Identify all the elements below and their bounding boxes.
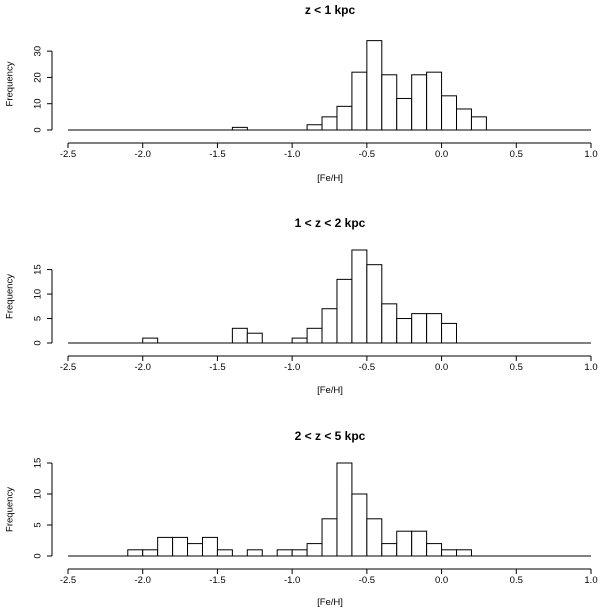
- y-axis-label: Frequency: [5, 61, 16, 106]
- histogram-bar: [366, 518, 383, 557]
- histogram-bar: [411, 313, 428, 344]
- histogram-bar: [291, 337, 308, 344]
- y-tick-label: 0: [33, 340, 44, 345]
- x-tick-label: -1.5: [209, 149, 225, 160]
- y-tick-label: 0: [33, 553, 44, 558]
- x-tick-label: 0.0: [435, 149, 448, 160]
- histogram-bar: [381, 543, 398, 557]
- x-tick-label: 0.5: [510, 149, 523, 160]
- x-tick-label: 0.0: [435, 575, 448, 586]
- x-tick-label: -2.0: [135, 575, 151, 586]
- x-tick-label: 0.5: [510, 575, 523, 586]
- histogram-bar: [246, 549, 263, 557]
- x-tick-label: 0.0: [435, 362, 448, 373]
- histogram-bar: [336, 105, 353, 131]
- x-tick-label: -1.0: [284, 575, 300, 586]
- histogram-bar: [381, 303, 398, 344]
- y-tick-label: 10: [33, 98, 44, 109]
- histogram-bar: [351, 71, 368, 131]
- x-tick-label: -0.5: [359, 362, 375, 373]
- histogram-bar: [276, 549, 293, 557]
- histogram-bar: [351, 249, 368, 344]
- histogram-bar: [291, 549, 308, 557]
- histogram-bar: [470, 116, 487, 131]
- y-tick-label: 30: [33, 46, 44, 57]
- y-tick-label: 20: [33, 72, 44, 83]
- histogram-bar: [336, 462, 353, 557]
- histogram-bar: [441, 95, 458, 131]
- histogram-bar: [426, 313, 443, 344]
- x-tick-label: -0.5: [359, 149, 375, 160]
- histogram-bar: [231, 327, 248, 344]
- panel-title: z < 1 kpc: [305, 3, 356, 17]
- x-tick-label: -2.5: [60, 362, 76, 373]
- histogram-bar: [336, 278, 353, 344]
- histogram-bar: [187, 543, 203, 557]
- x-tick-label: -1.5: [209, 362, 225, 373]
- x-tick-label: -0.5: [359, 575, 375, 586]
- histogram-bar: [366, 40, 383, 131]
- histogram-panel-2: 1 < z < 2 kpc -2.5 -2.0 -1.5 -1.0 -0.5 0.0 0.5 1…: [5, 216, 598, 396]
- histogram-bar: [351, 493, 368, 557]
- panel-title: 2 < z < 5 kpc: [295, 429, 366, 443]
- histogram-panel-3: 2 < z < 5 kpc -2.5 -2.0 -1.5 -1.0 -0.5 0.0 0.5 1…: [5, 429, 598, 608]
- x-tick-label: 1.0: [584, 149, 597, 160]
- y-tick-label: 0: [33, 127, 44, 132]
- x-tick-label: 0.5: [510, 362, 523, 373]
- histogram-bar: [426, 71, 443, 131]
- x-tick-label: -2.0: [135, 362, 151, 373]
- histogram-bar: [411, 530, 428, 557]
- histogram-bar: [321, 116, 338, 131]
- histogram-bar: [306, 124, 323, 131]
- histogram-bar: [396, 530, 413, 557]
- histogram-bar: [127, 549, 144, 557]
- y-tick-label: 15: [33, 264, 44, 275]
- x-tick-label: 1.0: [584, 362, 597, 373]
- histogram-bar: [306, 327, 323, 344]
- histogram-panel-1: z < 1 kpc -2.5 -2.0 -1.5 -1.0 -0.5 0.0 0.5 1.0 0 1…: [5, 3, 598, 184]
- histogram-bar: [366, 264, 383, 344]
- x-tick-label: -2.5: [60, 149, 76, 160]
- histogram-bar: [441, 322, 458, 344]
- y-axis-label: Frequency: [5, 274, 16, 319]
- histogram-bar: [456, 108, 472, 131]
- x-axis-label: [Fe/H]: [317, 173, 343, 184]
- x-tick-label: -2.0: [135, 149, 151, 160]
- y-axis-label: Frequency: [5, 487, 16, 532]
- histogram-bar: [216, 549, 233, 557]
- x-axis-label: [Fe/H]: [317, 385, 343, 396]
- histogram-bar: [172, 536, 189, 557]
- histogram-bar: [396, 97, 413, 131]
- histogram-bar: [142, 337, 159, 344]
- histogram-bar: [426, 543, 443, 557]
- x-axis-label: [Fe/H]: [317, 597, 343, 608]
- histogram-bar: [381, 74, 398, 131]
- x-tick-label: -2.5: [60, 575, 76, 586]
- y-tick-label: 15: [33, 458, 44, 469]
- histogram-bar: [142, 549, 159, 557]
- histogram-bar: [321, 518, 338, 557]
- y-tick-label: 5: [33, 316, 44, 321]
- histogram-bar: [441, 549, 458, 557]
- x-tick-label: 1.0: [584, 575, 597, 586]
- histogram-bar: [246, 332, 263, 344]
- y-tick-label: 10: [33, 489, 44, 500]
- histogram-bar: [231, 126, 248, 131]
- histogram-bar: [201, 536, 218, 557]
- histogram-bar: [396, 318, 413, 344]
- histogram-bar: [321, 308, 338, 344]
- x-tick-label: -1.0: [284, 362, 300, 373]
- y-tick-label: 10: [33, 289, 44, 300]
- x-tick-label: -1.0: [284, 149, 300, 160]
- histogram-bar: [456, 549, 472, 557]
- panel-title: 1 < z < 2 kpc: [295, 216, 366, 230]
- histogram-bar: [306, 543, 323, 557]
- y-tick-label: 5: [33, 522, 44, 527]
- x-tick-label: -1.5: [209, 575, 225, 586]
- histogram-bar: [411, 74, 428, 131]
- histogram-bar: [157, 536, 174, 557]
